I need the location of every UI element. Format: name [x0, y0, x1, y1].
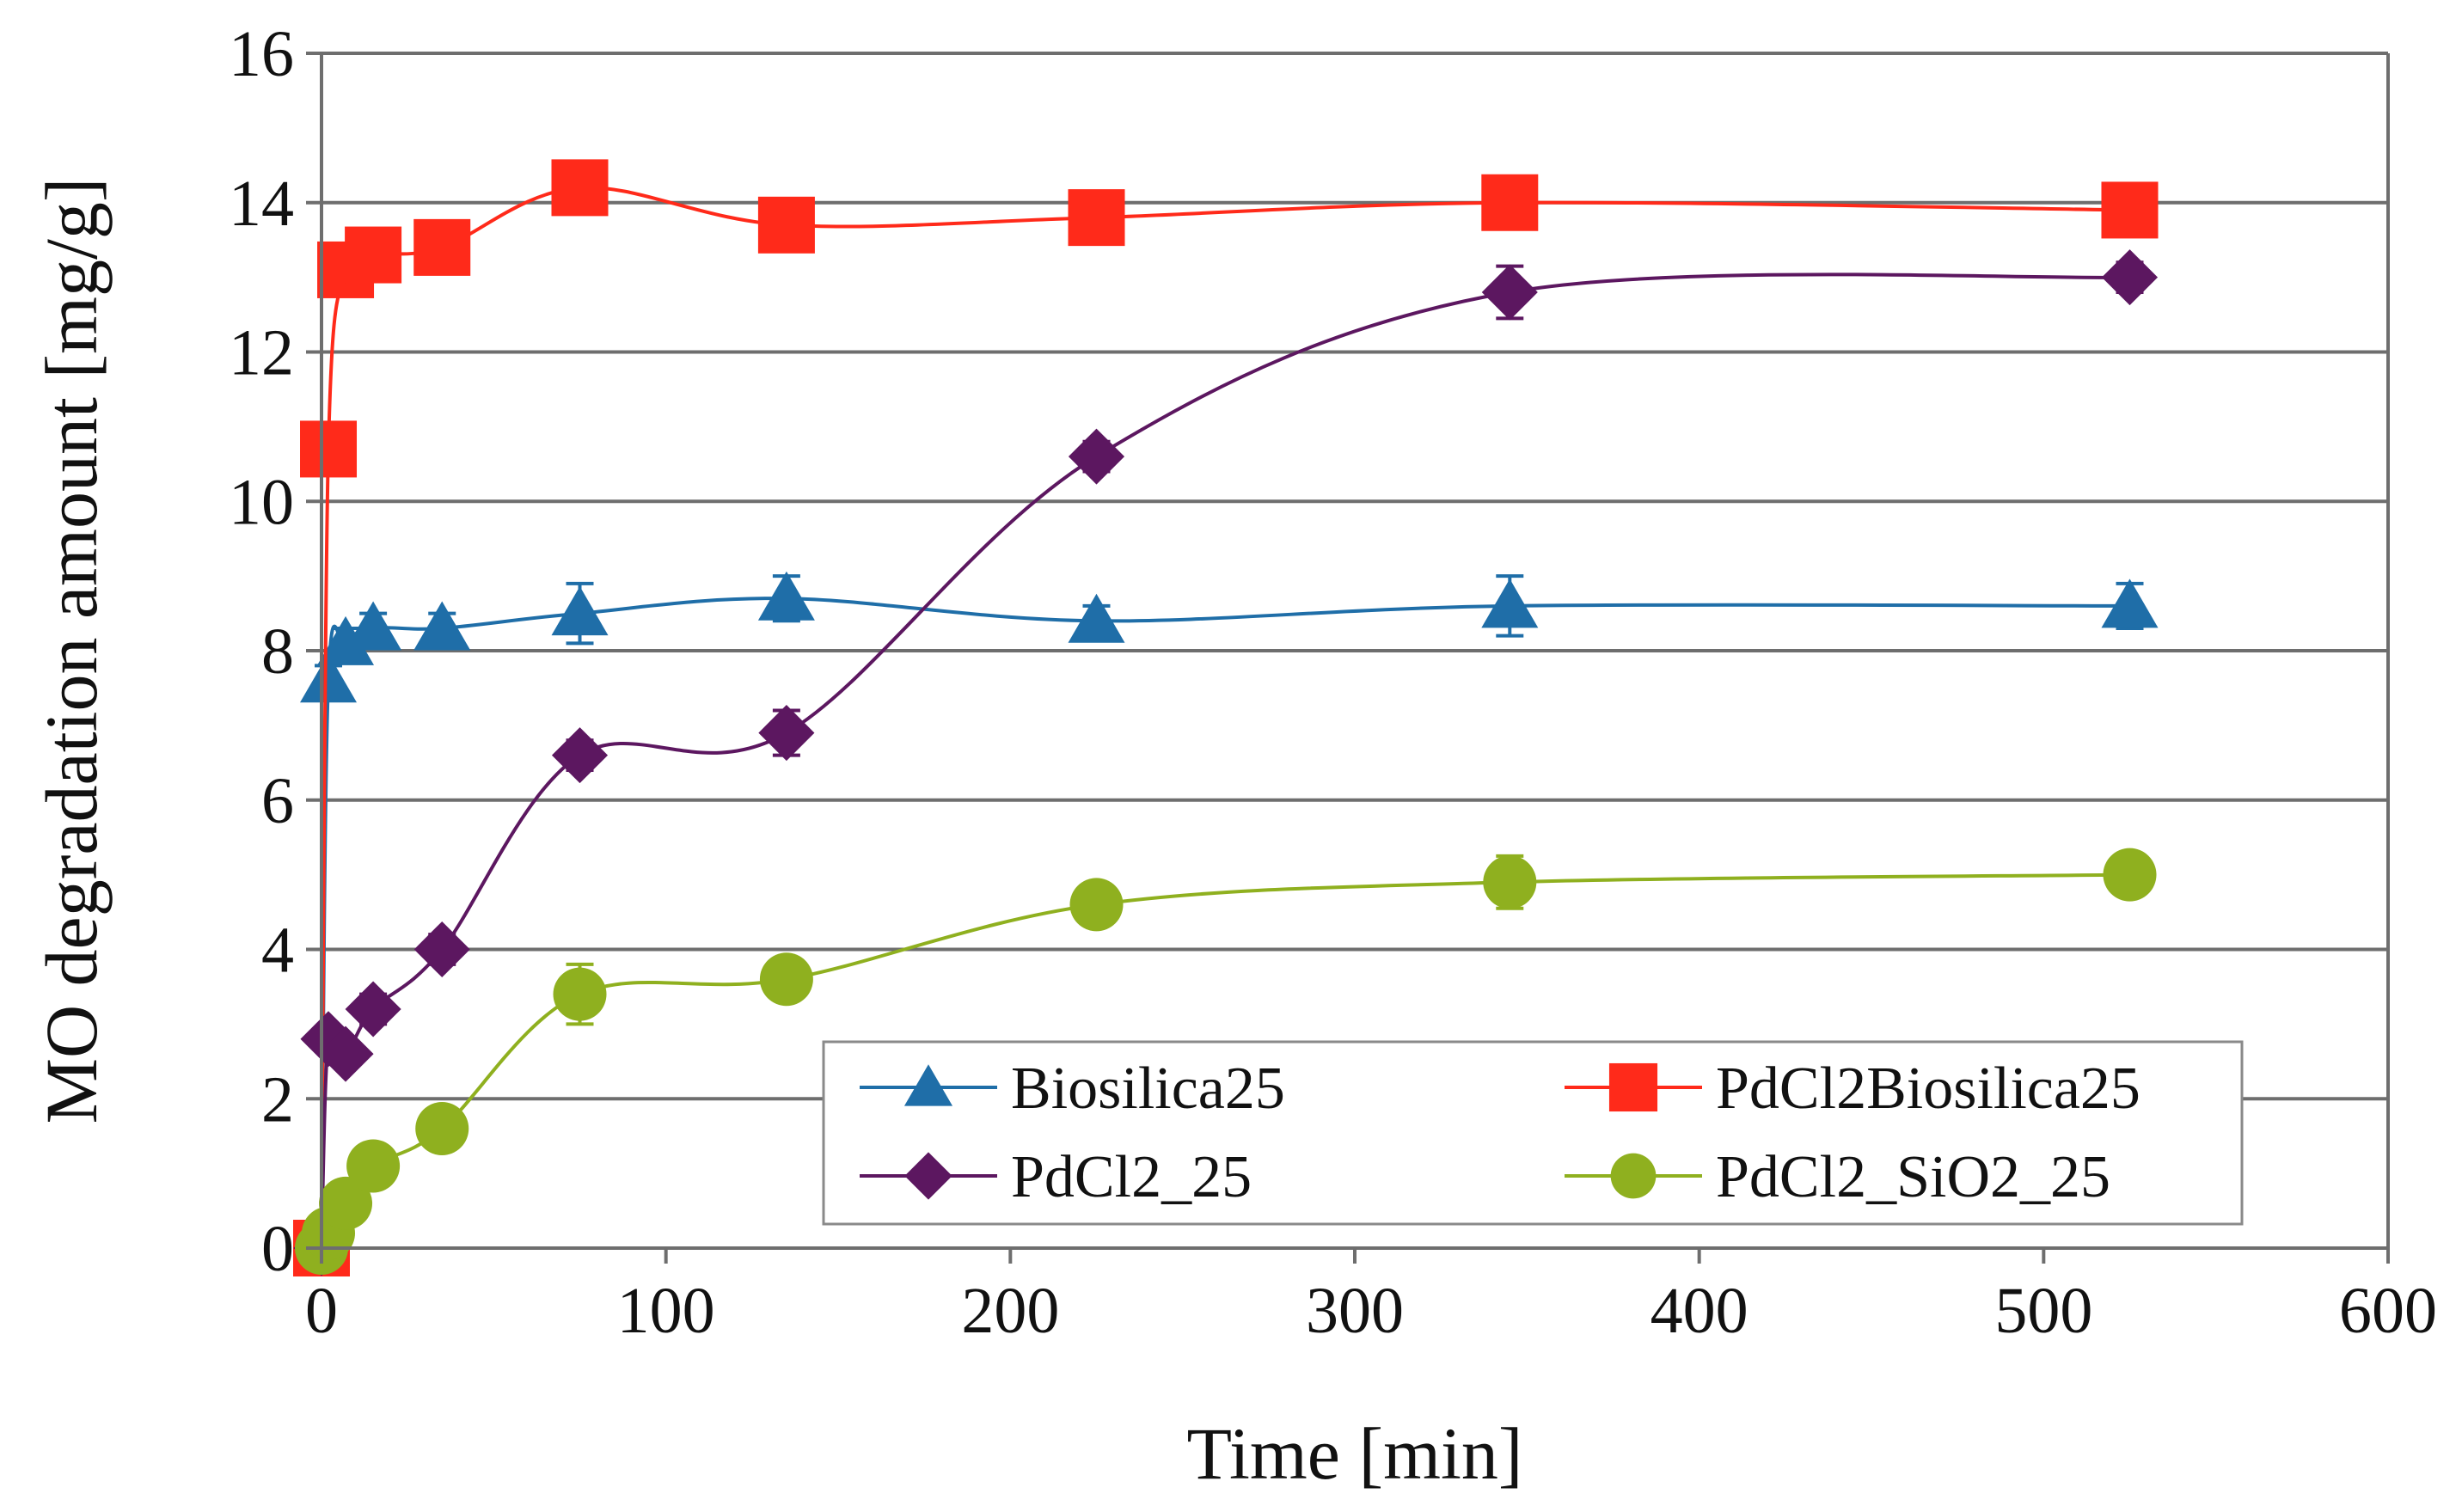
legend-marker-square [1608, 1062, 1658, 1112]
data-point-square [1481, 174, 1539, 231]
tick-labels: 0 2 4 6 8 10 12 14 16 0 100 200 300 400 500 600 [229, 18, 2437, 1347]
y-tick-label: 6 [261, 765, 294, 837]
data-point-circle [553, 967, 607, 1021]
data-point-diamond [2101, 249, 2159, 306]
data-point-diamond [1068, 428, 1125, 485]
data-point-circle [346, 1139, 401, 1193]
data-point-diamond [551, 727, 609, 784]
legend-item-Biosilica25: Biosilica25 [860, 1056, 1285, 1122]
y-tick-label: 4 [261, 915, 294, 987]
data-point-triangle [1068, 593, 1125, 643]
data-point-triangle [317, 615, 375, 665]
data-point-triangle [757, 571, 815, 621]
data-point-square [300, 420, 358, 478]
legend-items: Biosilica25 PdCl2Biosilica25 PdCl2_25 PdCl2… [860, 1056, 2140, 1210]
data-point-square [551, 159, 609, 217]
y-tick-label: 14 [229, 168, 294, 240]
y-tick-label: 16 [229, 18, 294, 90]
data-point-circle [759, 952, 813, 1007]
data-point-diamond [345, 981, 401, 1038]
data-point-triangle [1481, 578, 1539, 628]
legend-item-PdCl2_25: PdCl2_25 [860, 1144, 1252, 1210]
series-layer [293, 159, 2159, 1276]
y-tick-label: 10 [229, 466, 294, 538]
data-point-square [413, 218, 471, 276]
data-point-square [2101, 181, 2159, 239]
y-tick-label: 8 [261, 615, 294, 688]
data-point-diamond [758, 705, 815, 762]
data-point-triangle [413, 601, 471, 651]
data-point-square [757, 196, 815, 254]
axes [306, 52, 2390, 1264]
y-tick-label: 12 [229, 317, 294, 389]
x-tick-label: 0 [305, 1275, 338, 1347]
x-tick-label: 500 [1994, 1275, 2092, 1347]
series-PdCl2_SiO2_25 [295, 848, 2157, 1275]
data-point-square [1068, 189, 1125, 247]
data-point-circle [319, 1176, 373, 1230]
legend-label: PdCl2Biosilica25 [1716, 1056, 2140, 1122]
legend-box [822, 1040, 2244, 1226]
data-point-circle [1483, 855, 1537, 909]
y-tick-label: 2 [261, 1063, 294, 1136]
data-point-diamond [1481, 264, 1538, 321]
legend-item-PdCl2Biosilica25: PdCl2Biosilica25 [1565, 1056, 2140, 1122]
data-point-circle [2103, 848, 2157, 902]
y-tick-label: 0 [261, 1213, 294, 1285]
legend-item-PdCl2_SiO2_25: PdCl2_SiO2_25 [1565, 1144, 2110, 1210]
x-tick-label: 400 [1651, 1275, 1749, 1347]
data-point-triangle [300, 653, 358, 703]
x-axis-title: Time [min] [1186, 1412, 1522, 1495]
legend-marker-triangle [903, 1064, 953, 1106]
legend-label: Biosilica25 [1011, 1056, 1285, 1122]
legend-marker-diamond [904, 1152, 952, 1200]
legend: Biosilica25 PdCl2Biosilica25 PdCl2_25 PdCl2… [822, 1040, 2244, 1226]
data-point-triangle [2101, 578, 2159, 628]
data-point-triangle [551, 586, 609, 636]
legend-marker-circle [1610, 1153, 1657, 1199]
data-point-circle [415, 1102, 469, 1155]
y-axis-title: MO degradation amount [mg/g] [30, 177, 113, 1123]
data-point-diamond [413, 921, 470, 978]
data-point-square [345, 226, 402, 284]
grid-lines [322, 52, 2388, 1101]
x-tick-label: 100 [617, 1275, 715, 1347]
data-point-circle [1069, 878, 1124, 932]
x-tick-label: 300 [1306, 1275, 1404, 1347]
x-tick-label: 200 [961, 1275, 1059, 1347]
data-point-triangle [345, 601, 402, 651]
x-tick-label: 600 [2339, 1275, 2437, 1347]
legend-label: PdCl2_SiO2_25 [1716, 1144, 2110, 1210]
legend-label: PdCl2_25 [1011, 1144, 1252, 1210]
data-point-diamond [317, 1025, 374, 1082]
